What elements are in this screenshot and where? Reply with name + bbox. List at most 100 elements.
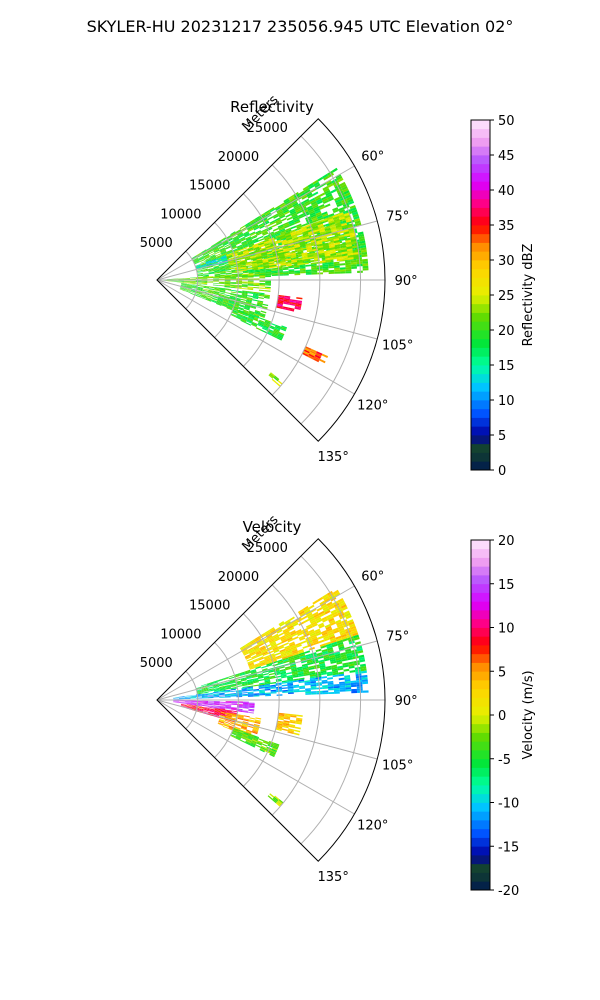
radar-cell — [259, 660, 266, 664]
radar-cell — [289, 196, 295, 201]
radar-cell — [277, 660, 284, 664]
radar-cell — [203, 287, 209, 289]
radar-cell — [198, 257, 205, 261]
colorbar-swatch — [471, 680, 490, 690]
radar-cell — [197, 706, 204, 709]
radar-cell — [219, 704, 226, 706]
radar-cell — [285, 227, 292, 232]
radar-cell — [230, 683, 237, 686]
radar-cell — [253, 681, 259, 684]
radar-cell — [318, 252, 325, 256]
radar-cell — [237, 232, 244, 237]
radar-cell — [283, 660, 290, 664]
radar-cell — [217, 297, 224, 301]
radar-cell — [240, 318, 247, 323]
radar-cell — [258, 643, 264, 647]
radar-cell — [318, 624, 325, 629]
radar-cell — [202, 702, 209, 704]
radar-cell — [298, 680, 305, 684]
colorbar-swatch — [471, 242, 490, 252]
radar-cell — [243, 731, 249, 735]
radar-cell — [333, 629, 340, 634]
radar-cell — [249, 251, 255, 255]
radar-cell — [259, 748, 265, 753]
radar-cell — [237, 732, 243, 736]
radar-cell — [279, 260, 286, 263]
radar-cell — [251, 656, 258, 660]
radar-cell — [217, 299, 223, 302]
radar-cell — [305, 623, 312, 629]
radar-cell — [215, 303, 222, 306]
radar-cell — [195, 282, 202, 284]
radar-cell — [213, 704, 220, 706]
radar-cell — [338, 209, 346, 214]
radar-cell — [224, 694, 231, 696]
radar-cell — [354, 220, 361, 225]
radar-cell — [252, 677, 259, 681]
radar-cell — [259, 280, 266, 282]
radar-cell — [287, 685, 294, 688]
radar-cell — [258, 294, 265, 297]
radar-cell — [271, 644, 278, 648]
radar-cell — [191, 289, 197, 292]
azimuth-gridline — [156, 220, 378, 281]
radar-cell — [201, 249, 207, 253]
radar-cell — [270, 690, 277, 693]
range-tick-label: 25000 — [247, 541, 288, 556]
radar-cell — [270, 689, 277, 692]
radar-cell — [237, 252, 244, 256]
radar-cell — [317, 243, 324, 247]
radar-cell — [322, 262, 329, 266]
colorbar-swatch — [471, 557, 490, 567]
radar-echo-region — [268, 372, 283, 387]
radar-cell — [264, 657, 271, 661]
radar-cell — [303, 671, 310, 675]
radar-cell — [202, 687, 208, 690]
radar-cell — [264, 272, 271, 274]
radar-cell — [247, 227, 254, 232]
radar-cell — [296, 232, 303, 236]
radar-cell — [323, 244, 329, 248]
radar-cell — [197, 692, 203, 694]
radar-cell — [330, 228, 337, 232]
radar-cell — [294, 220, 301, 225]
radar-cell — [242, 291, 248, 294]
radar-cell — [281, 687, 288, 690]
radar-cell — [298, 635, 305, 640]
radar-cell — [253, 318, 260, 322]
radar-cell — [279, 668, 286, 672]
range-tick-label: 5000 — [140, 236, 173, 251]
radar-echo-region — [275, 712, 303, 736]
radar-cell — [355, 675, 362, 679]
radar-cell — [238, 309, 245, 313]
radar-cell — [321, 211, 328, 216]
radar-cell — [178, 702, 185, 704]
radar-cell — [226, 709, 232, 712]
range-tick-label: 25000 — [247, 121, 288, 136]
radar-cell — [332, 209, 339, 214]
radar-cell — [231, 731, 238, 734]
radar-cell — [268, 263, 275, 266]
radar-cell — [308, 208, 315, 213]
radar-cell — [270, 372, 276, 377]
radar-cell — [224, 276, 231, 278]
radar-cell — [342, 188, 349, 193]
radar-cell — [273, 256, 280, 259]
radar-cell — [208, 272, 215, 275]
radar-cell — [219, 270, 226, 273]
radar-cell — [345, 648, 352, 653]
radar-cell — [257, 641, 264, 646]
radar-cell — [290, 255, 297, 259]
radar-cell — [326, 233, 333, 237]
radar-cell — [218, 691, 225, 693]
radar-cell — [229, 297, 236, 301]
radar-cell — [213, 684, 219, 687]
colorbar-swatch — [471, 233, 490, 243]
radar-cell — [279, 214, 286, 219]
radar-cell — [349, 232, 356, 236]
radar-cell — [277, 800, 283, 805]
radar-cell — [298, 679, 305, 682]
radar-cell — [217, 679, 224, 682]
